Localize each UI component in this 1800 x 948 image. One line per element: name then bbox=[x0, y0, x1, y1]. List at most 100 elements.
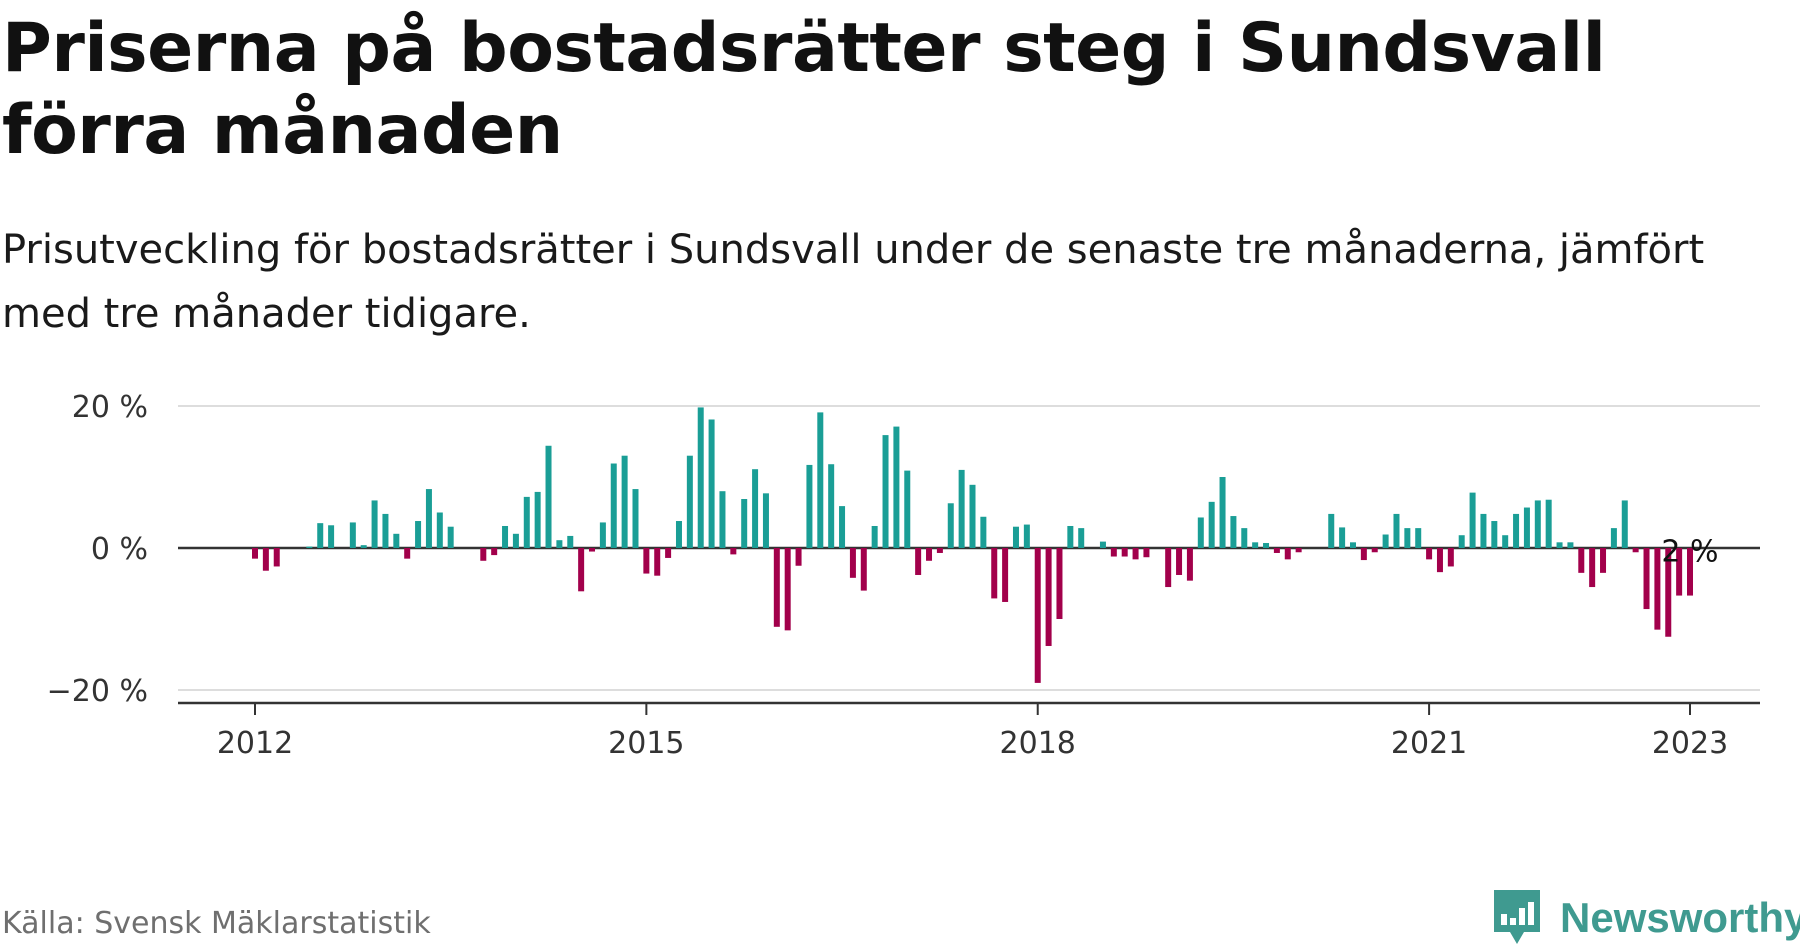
bar bbox=[1078, 528, 1085, 548]
bar bbox=[1034, 548, 1041, 683]
bar bbox=[654, 548, 661, 576]
bar bbox=[1230, 516, 1237, 548]
bar bbox=[534, 491, 541, 548]
bar bbox=[860, 548, 867, 591]
bar bbox=[643, 548, 650, 574]
bar bbox=[491, 548, 498, 556]
x-tick-label: 2023 bbox=[1652, 726, 1728, 761]
bar bbox=[1339, 527, 1346, 548]
bar bbox=[512, 533, 519, 548]
bar bbox=[273, 548, 280, 567]
bar bbox=[1589, 548, 1596, 588]
bar bbox=[1328, 513, 1335, 548]
bar bbox=[567, 535, 574, 548]
bar bbox=[306, 546, 313, 548]
brand-name: Newsworthy bbox=[1560, 894, 1800, 941]
bar bbox=[1469, 492, 1476, 548]
bar bbox=[1480, 513, 1487, 548]
bar bbox=[904, 470, 911, 548]
bar bbox=[393, 533, 400, 548]
y-tick-label: 20 % bbox=[72, 390, 148, 425]
bar bbox=[947, 503, 954, 548]
bar bbox=[1099, 541, 1106, 548]
bar bbox=[589, 548, 596, 552]
price-change-chart: 20 % 0 % −20 % 2012 2015 2018 2021 2023 2 % bbox=[47, 390, 1760, 761]
bar bbox=[1491, 521, 1498, 548]
bar bbox=[752, 469, 759, 548]
bar bbox=[708, 419, 715, 548]
chart-title: Priserna på bostadsrätter steg i Sundsva… bbox=[2, 9, 1606, 170]
bar bbox=[610, 463, 617, 548]
bar bbox=[1273, 548, 1280, 553]
bar bbox=[436, 512, 443, 548]
y-tick-label: −20 % bbox=[47, 674, 148, 709]
bar bbox=[447, 526, 454, 548]
bar bbox=[1404, 528, 1411, 548]
bar bbox=[1556, 542, 1563, 548]
bar bbox=[817, 412, 824, 548]
bar bbox=[958, 469, 965, 548]
bar bbox=[1263, 543, 1270, 548]
bar bbox=[1371, 548, 1378, 553]
bar bbox=[1012, 526, 1019, 548]
bar bbox=[675, 521, 682, 548]
bar bbox=[632, 489, 639, 548]
x-tick-label: 2018 bbox=[1000, 726, 1076, 761]
bar bbox=[1600, 548, 1607, 573]
bar bbox=[893, 426, 900, 548]
bar bbox=[1436, 548, 1443, 573]
bar bbox=[991, 548, 998, 599]
bar bbox=[1056, 548, 1063, 619]
bar bbox=[1284, 548, 1291, 560]
bar bbox=[1067, 525, 1074, 548]
bar bbox=[1643, 548, 1650, 610]
bar bbox=[849, 548, 856, 578]
bar bbox=[1002, 548, 1009, 602]
bar bbox=[317, 523, 324, 548]
bar bbox=[828, 464, 835, 548]
bar bbox=[762, 493, 769, 548]
bar bbox=[773, 548, 780, 627]
bar bbox=[741, 499, 748, 548]
bar bbox=[719, 491, 726, 548]
bar bbox=[404, 548, 411, 559]
bar bbox=[1513, 513, 1520, 548]
bar bbox=[371, 500, 378, 548]
bar bbox=[697, 407, 704, 548]
bar bbox=[926, 548, 933, 561]
bar bbox=[1208, 501, 1215, 548]
bar bbox=[1143, 548, 1150, 558]
bar bbox=[1165, 548, 1172, 588]
bar bbox=[1502, 535, 1509, 548]
bar bbox=[1132, 548, 1139, 560]
bar bbox=[1534, 500, 1541, 548]
bar bbox=[871, 525, 878, 548]
bar bbox=[523, 496, 530, 548]
bar bbox=[1567, 542, 1574, 548]
bar bbox=[915, 548, 922, 575]
bar bbox=[262, 548, 269, 571]
bar bbox=[480, 548, 487, 561]
bar bbox=[1458, 535, 1465, 548]
bar bbox=[980, 516, 987, 548]
chart-subtitle: Prisutveckling för bostadsrätter i Sunds… bbox=[2, 227, 1705, 337]
bar bbox=[784, 548, 791, 631]
bar bbox=[1252, 542, 1259, 548]
bar bbox=[1186, 548, 1193, 581]
bar bbox=[1219, 477, 1226, 548]
bar bbox=[1621, 500, 1628, 548]
bar bbox=[1295, 548, 1302, 553]
bar bbox=[806, 464, 813, 548]
bar bbox=[730, 548, 737, 555]
bar bbox=[969, 484, 976, 548]
y-tick-label: 0 % bbox=[91, 532, 148, 567]
bar bbox=[1523, 507, 1530, 548]
bar bbox=[1045, 548, 1052, 646]
bar bbox=[1382, 534, 1389, 548]
bar bbox=[578, 548, 585, 592]
bar bbox=[382, 513, 389, 548]
bar bbox=[1654, 548, 1661, 630]
bar bbox=[1447, 548, 1454, 567]
bar bbox=[621, 455, 628, 548]
bar bbox=[415, 521, 422, 548]
